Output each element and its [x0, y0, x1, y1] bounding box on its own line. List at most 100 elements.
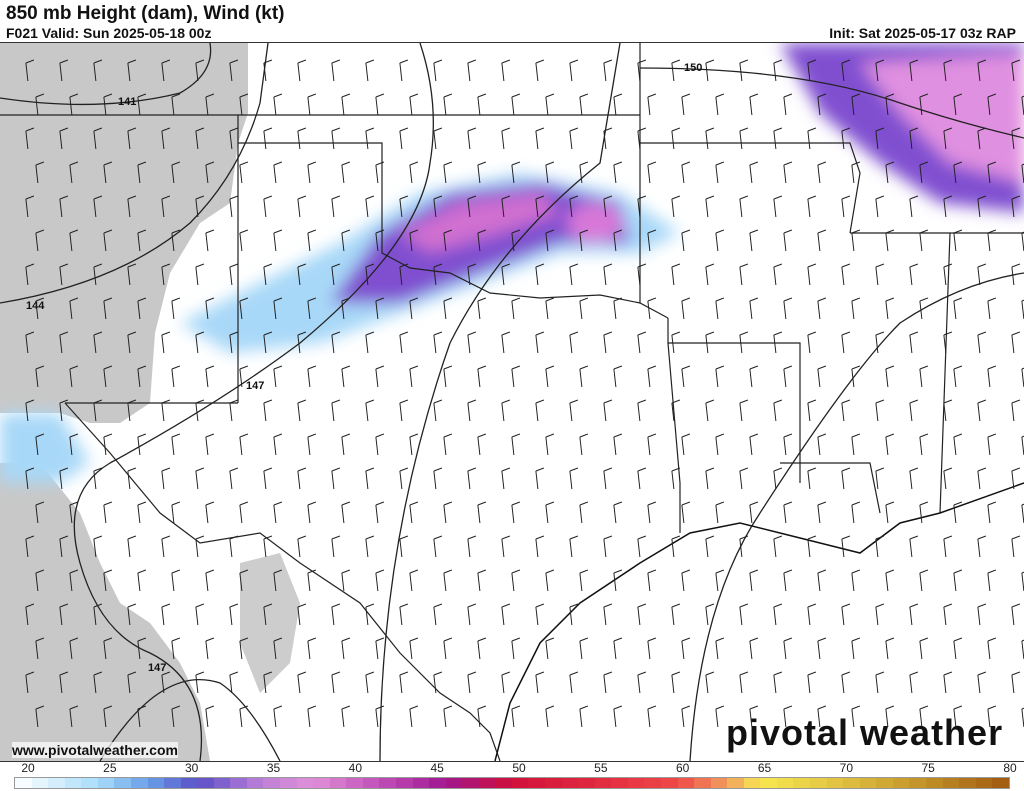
- wind-barb: [885, 161, 895, 184]
- website-url[interactable]: www.pivotalweather.com: [12, 742, 178, 758]
- wind-barb: [715, 433, 725, 456]
- wind-barb: [433, 331, 443, 354]
- wind-barb: [943, 331, 953, 354]
- wind-barb: [807, 467, 817, 490]
- wind-barb: [501, 603, 511, 626]
- wind-barb: [161, 467, 171, 490]
- wind-barb: [603, 399, 613, 422]
- wind-barb: [545, 93, 555, 116]
- colorbar-label: 75: [921, 761, 935, 775]
- wind-barb: [409, 705, 419, 728]
- wind-barb: [69, 501, 79, 524]
- colorbar-label: 20: [21, 761, 35, 775]
- wind-barb: [977, 535, 987, 558]
- wind-barb: [637, 603, 647, 626]
- wind-barb: [535, 467, 545, 490]
- wind-barb: [171, 501, 181, 524]
- wind-barb: [817, 637, 827, 660]
- wind-barb: [297, 535, 307, 558]
- wind-barbs: [25, 59, 1024, 728]
- colorbar-cell: [578, 778, 595, 788]
- colorbar-cell: [197, 778, 214, 788]
- colorbar-cell: [429, 778, 446, 788]
- wind-barb: [613, 501, 623, 524]
- wind-barb: [171, 161, 181, 184]
- wind-barb: [1011, 263, 1021, 286]
- wind-barb: [341, 433, 351, 456]
- colorbar-cell: [992, 778, 1009, 788]
- wind-barb: [229, 535, 239, 558]
- wind-barb: [365, 467, 375, 490]
- wind-barb: [195, 331, 205, 354]
- wind-barb: [229, 467, 239, 490]
- wind-barb: [409, 229, 419, 252]
- wind-barb: [671, 535, 681, 558]
- wind-barb: [365, 263, 375, 286]
- wind-barb: [953, 705, 963, 728]
- wind-barb: [603, 195, 613, 218]
- colorbar-label: 40: [348, 761, 363, 775]
- wind-barb: [93, 603, 103, 626]
- wind-barb: [773, 399, 783, 422]
- wind-barb: [535, 195, 545, 218]
- wind-barb: [263, 263, 273, 286]
- wind-barb: [239, 297, 249, 320]
- wind-barb: [25, 603, 35, 626]
- wind-barb: [137, 433, 147, 456]
- wind-barb: [613, 297, 623, 320]
- weather-map[interactable]: 141 144 147 147 150: [0, 42, 1024, 762]
- wind-barb: [501, 195, 511, 218]
- wind-barb: [749, 637, 759, 660]
- wind-barb: [467, 603, 477, 626]
- wind-barb: [171, 365, 181, 388]
- wind-barb: [297, 467, 307, 490]
- wind-barb: [59, 603, 69, 626]
- wind-barb: [977, 127, 987, 150]
- wind-barb: [807, 671, 817, 694]
- wind-barb: [987, 705, 997, 728]
- wind-barb: [467, 399, 477, 422]
- colorbar-cell: [130, 778, 148, 788]
- wind-barb: [409, 297, 419, 320]
- wind-barb: [715, 637, 725, 660]
- wind-barb: [399, 399, 409, 422]
- wind-barb: [263, 467, 273, 490]
- wind-barb: [953, 365, 963, 388]
- wind-barb: [579, 705, 589, 728]
- wind-barb: [773, 195, 783, 218]
- wind-barb: [841, 535, 851, 558]
- chart-title: 850 mb Height (dam), Wind (kt): [6, 3, 285, 24]
- wind-barb: [341, 365, 351, 388]
- colorbar-label: 65: [757, 761, 772, 775]
- wind-barb: [307, 569, 317, 592]
- wind-barb: [331, 535, 341, 558]
- wind-barb: [535, 671, 545, 694]
- wind-barb: [943, 603, 953, 626]
- wind-barb: [569, 399, 579, 422]
- wind-barb: [409, 637, 419, 660]
- wind-barb: [885, 93, 895, 116]
- wind-barb: [239, 705, 249, 728]
- wind-barb: [569, 603, 579, 626]
- colorbar-cell: [528, 778, 545, 788]
- wind-barb: [545, 637, 555, 660]
- wind-barb: [59, 535, 69, 558]
- wind-barb: [477, 161, 487, 184]
- wind-barb: [569, 671, 579, 694]
- wind-barb: [817, 501, 827, 524]
- wind-barb: [681, 501, 691, 524]
- wind-barb: [161, 59, 171, 82]
- contour-label: 141: [118, 96, 136, 108]
- wind-barb: [909, 467, 919, 490]
- colorbar-label: 50: [512, 761, 526, 775]
- wind-barb: [783, 229, 793, 252]
- wind-barb: [443, 93, 453, 116]
- wind-barb: [637, 127, 647, 150]
- colorbar-cell: [445, 778, 463, 788]
- wind-barb: [783, 433, 793, 456]
- wind-barb: [851, 297, 861, 320]
- wind-barb: [409, 433, 419, 456]
- wind-barb: [1011, 467, 1021, 490]
- wind-barb: [161, 127, 171, 150]
- wind-barb: [25, 399, 35, 422]
